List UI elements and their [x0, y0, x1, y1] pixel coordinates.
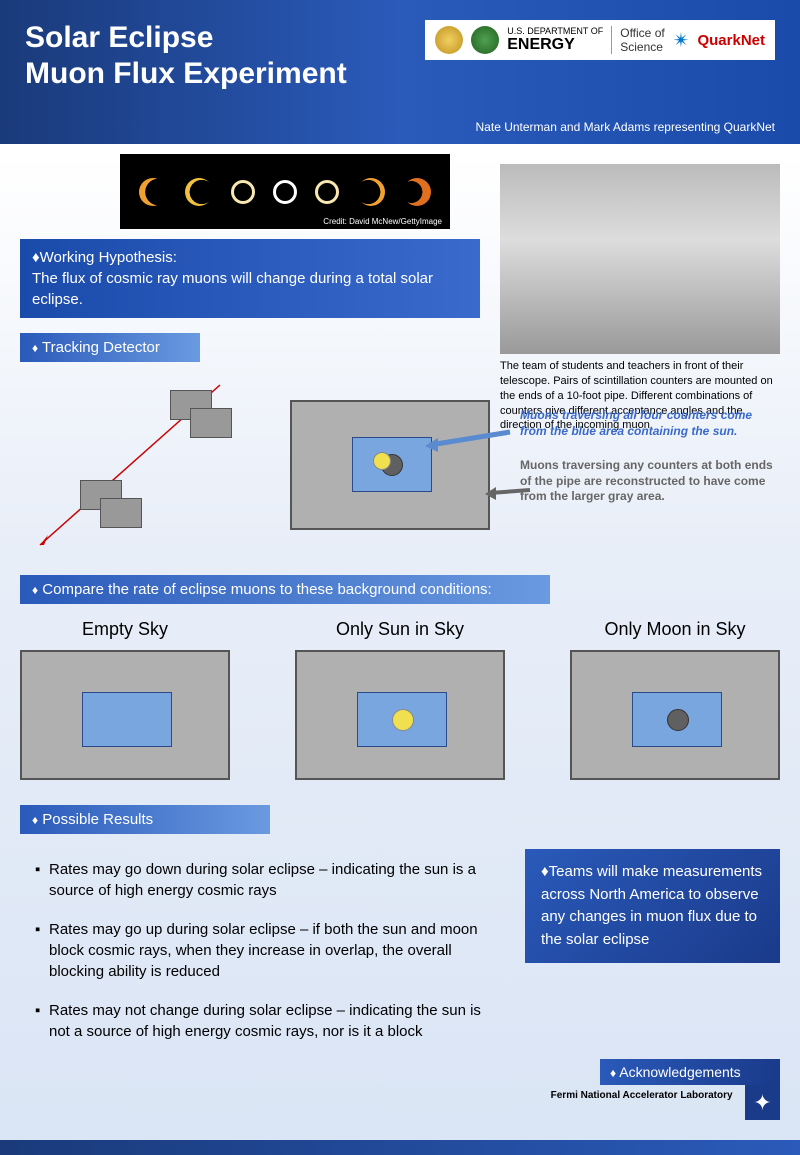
condition-sun: Only Sun in Sky	[295, 619, 505, 780]
result-item: Rates may not change during solar eclips…	[35, 1000, 490, 1042]
empty-title: Empty Sky	[20, 619, 230, 640]
section-compare: ♦ Compare the rate of eclipse muons to t…	[20, 575, 550, 604]
sun-panel	[295, 650, 505, 780]
detector-diagram: Muons traversing all four counters come …	[20, 370, 780, 560]
moon-only	[667, 709, 689, 731]
result-item: Rates may go down during solar eclipse –…	[35, 859, 490, 901]
result-item: Rates may go up during solar eclipse – i…	[35, 919, 490, 982]
footer-bar	[0, 1140, 800, 1155]
eclipse-credit: Credit: David McNew/GettyImage	[323, 217, 442, 226]
phase-5	[315, 180, 339, 204]
phase-4	[273, 180, 297, 204]
ack-label: Acknowledgements	[619, 1064, 740, 1080]
results-label: Possible Results	[42, 811, 153, 828]
authors: Nate Unterman and Mark Adams representin…	[25, 120, 775, 134]
doe-logo: U.S. DEPARTMENT OF ENERGY	[507, 27, 603, 54]
diamond-icon: ♦	[32, 813, 38, 827]
moon-title: Only Moon in Sky	[570, 619, 780, 640]
annotation-gray: Muons traversing any counters at both en…	[520, 458, 775, 505]
annotation-blue: Muons traversing all four counters come …	[520, 408, 775, 439]
phase-6	[357, 178, 385, 206]
section-results: ♦ Possible Results	[20, 805, 270, 834]
diamond-icon: ♦	[32, 583, 38, 597]
counter-2	[190, 408, 232, 438]
condition-moon: Only Moon in Sky	[570, 619, 780, 780]
logo-bar: U.S. DEPARTMENT OF ENERGY Office of Scie…	[425, 20, 775, 60]
empty-panel	[20, 650, 230, 780]
office-logo: Office of Science	[611, 26, 664, 54]
team-photo	[500, 164, 780, 354]
quarknet-logo: QuarkNet	[697, 32, 765, 49]
header: Solar Eclipse Muon Flux Experiment U.S. …	[0, 0, 800, 144]
title-line2: Muon Flux Experiment	[25, 57, 347, 90]
diamond-icon: ♦	[32, 341, 38, 355]
section-ack: ♦ Acknowledgements	[600, 1059, 780, 1085]
sun-title: Only Sun in Sky	[295, 619, 505, 640]
ack-area: ♦ Acknowledgements Fermi National Accele…	[551, 1059, 780, 1120]
diamond-icon: ♦	[610, 1066, 616, 1080]
phase-3	[231, 180, 255, 204]
ack-text: Fermi National Accelerator Laboratory	[551, 1090, 733, 1101]
empty-blue	[82, 692, 172, 747]
muon-path-line	[20, 370, 260, 560]
teams-box: ♦Teams will make measurements across Nor…	[525, 849, 780, 963]
tracking-label: Tracking Detector	[42, 339, 160, 356]
section-tracking: ♦ Tracking Detector	[20, 333, 200, 362]
title-line1: Solar Eclipse	[25, 21, 213, 54]
content: The team of students and teachers in fro…	[0, 154, 800, 1140]
science-text: Science	[620, 40, 663, 54]
condition-empty: Empty Sky	[20, 619, 230, 780]
moon-panel	[570, 650, 780, 780]
office-text: Office of	[620, 26, 664, 40]
compare-row: Empty Sky Only Sun in Sky Only Moon in S…	[20, 619, 780, 780]
hypothesis-box: ♦Working Hypothesis: The flux of cosmic …	[20, 239, 480, 318]
seal-icon	[435, 26, 463, 54]
moon-blue	[632, 692, 722, 747]
phase-1	[139, 178, 167, 206]
phase-2	[185, 178, 213, 206]
sun-main	[373, 452, 391, 470]
sun-blue	[357, 692, 447, 747]
hypothesis-text: The flux of cosmic ray muons will change…	[32, 270, 433, 308]
compare-label: Compare the rate of eclipse muons to the…	[42, 581, 491, 598]
phase-7	[403, 178, 431, 206]
results-row: Rates may go down during solar eclipse –…	[20, 849, 780, 1060]
counter-4	[100, 498, 142, 528]
sun-only	[392, 709, 414, 731]
results-list: Rates may go down during solar eclipse –…	[20, 849, 495, 1060]
hypothesis-label: ♦Working Hypothesis:	[32, 249, 177, 266]
blue-arrow	[420, 420, 520, 460]
doe-seal-icon	[471, 26, 499, 54]
quark-star-icon: ✴	[673, 28, 690, 53]
fermi-logo-icon	[745, 1085, 780, 1120]
eclipse-strip: Credit: David McNew/GettyImage	[120, 154, 450, 229]
doe-big: ENERGY	[507, 36, 575, 53]
doe-small: U.S. DEPARTMENT OF	[507, 27, 603, 36]
